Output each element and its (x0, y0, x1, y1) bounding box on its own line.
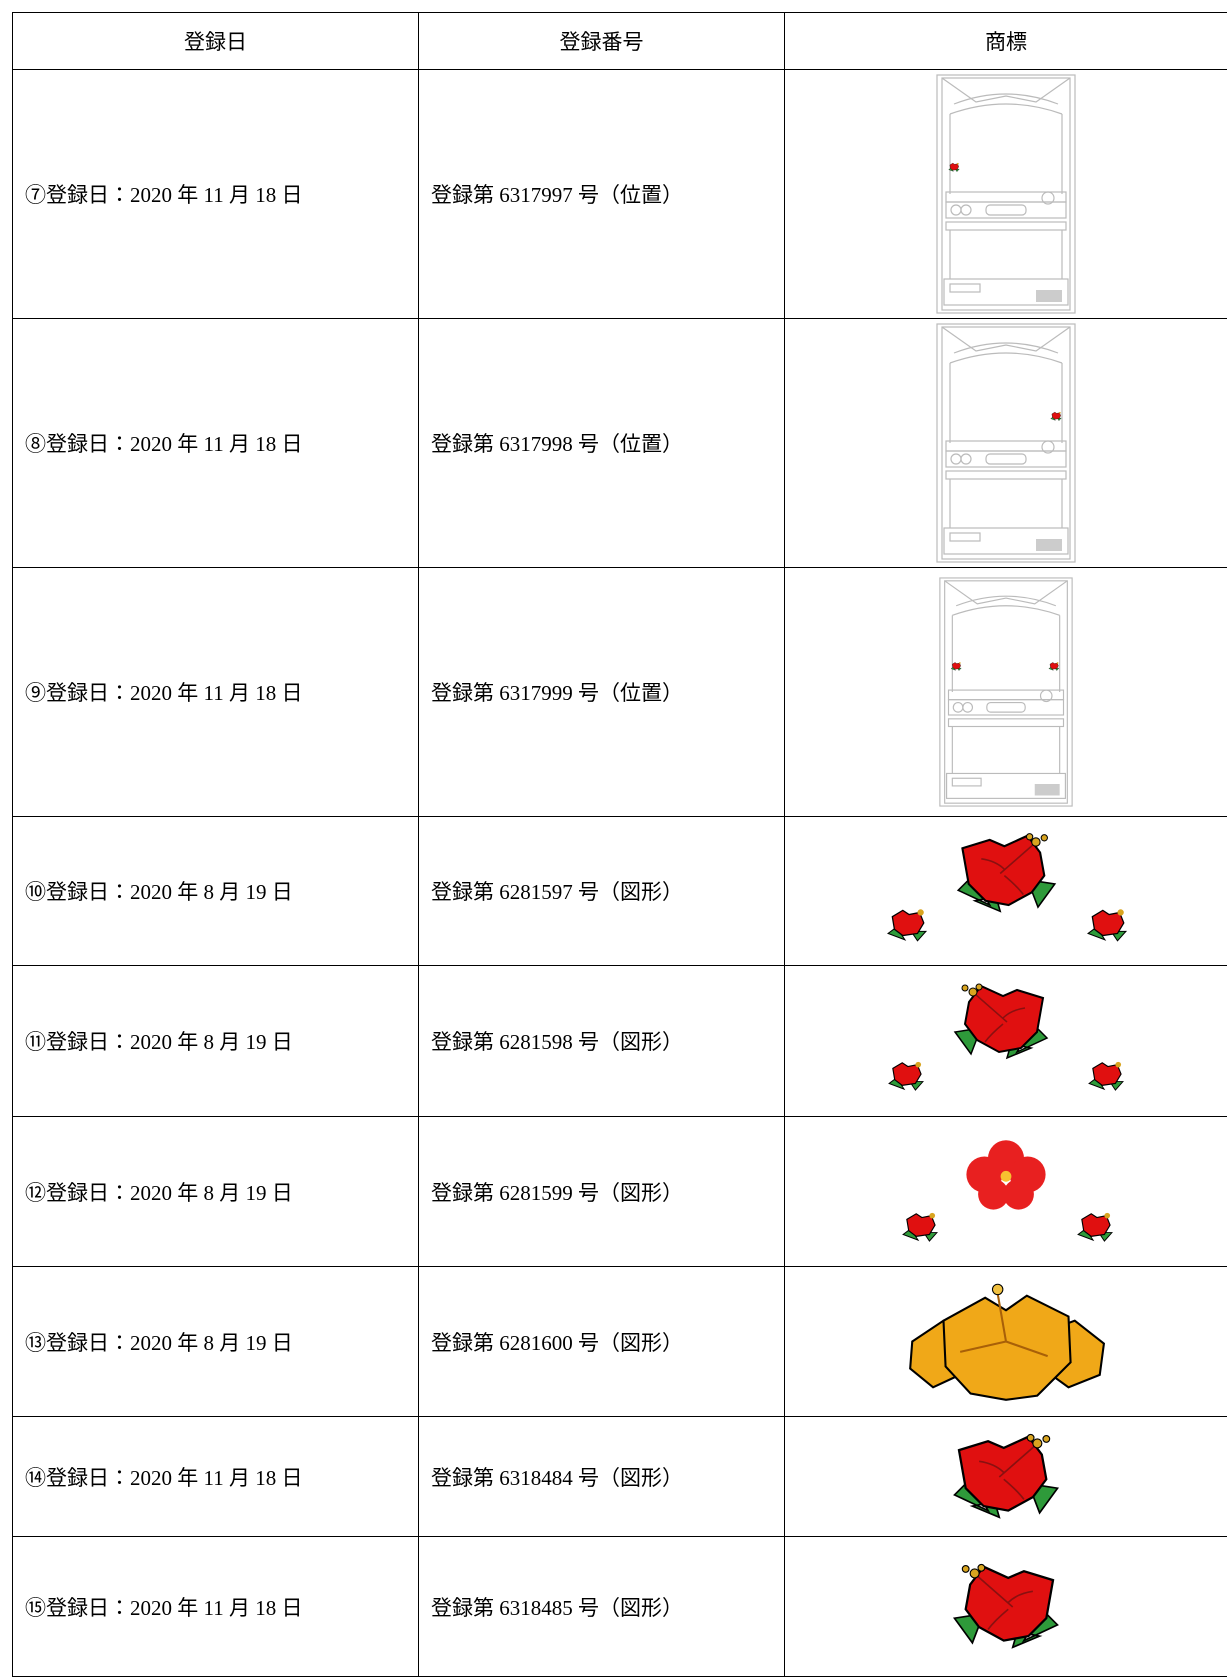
date-cell: ⑮登録日：2020 年 11 月 18 日 (13, 1537, 419, 1677)
number-cell: 登録第 6281599 号（図形） (419, 1117, 785, 1267)
number-cell: 登録第 6281597 号（図形） (419, 817, 785, 966)
date-cell: ⑫登録日：2020 年 8 月 19 日 (13, 1117, 419, 1267)
number-cell: 登録第 6318485 号（図形） (419, 1537, 785, 1677)
mark-cell (785, 568, 1227, 817)
mark-cell (785, 817, 1227, 966)
header-row: 登録日 登録番号 商標 (13, 13, 1227, 70)
mark-cell (785, 966, 1227, 1117)
mark-cell (785, 1537, 1227, 1677)
date-cell: ⑪登録日：2020 年 8 月 19 日 (13, 966, 419, 1117)
row: ⑮登録日：2020 年 11 月 18 日 登録第 6318485 号（図形） (13, 1537, 1227, 1677)
trademark-image (936, 577, 1076, 807)
row: ⑬登録日：2020 年 8 月 19 日 登録第 6281600 号（図形） (13, 1267, 1227, 1417)
mark-cell (785, 319, 1227, 568)
row: ⑪登録日：2020 年 8 月 19 日 登録第 6281598 号（図形） (13, 966, 1227, 1117)
table-wrap: 登録日 登録番号 商標 ⑦登録日：2020 年 11 月 18 日 登録第 63… (12, 12, 1227, 1677)
date-cell: ⑨登録日：2020 年 11 月 18 日 (13, 568, 419, 817)
header-cell: 登録番号 (419, 13, 785, 70)
date-cell: ⑭登録日：2020 年 11 月 18 日 (13, 1417, 419, 1537)
number-cell: 登録第 6281600 号（図形） (419, 1267, 785, 1417)
trademark-image (901, 1279, 1111, 1404)
number-cell: 登録第 6318484 号（図形） (419, 1417, 785, 1537)
trademark-image (950, 1562, 1062, 1652)
row: ⑫登録日：2020 年 8 月 19 日 登録第 6281599 号（図形） (13, 1117, 1227, 1267)
mark-cell (785, 1417, 1227, 1537)
row: ⑭登録日：2020 年 11 月 18 日 登録第 6318484 号（図形） (13, 1417, 1227, 1537)
trademark-image (936, 323, 1076, 563)
number-cell: 登録第 6317999 号（位置） (419, 568, 785, 817)
row: ⑩登録日：2020 年 8 月 19 日 登録第 6281597 号（図形） (13, 817, 1227, 966)
row: ⑦登録日：2020 年 11 月 18 日 登録第 6317997 号（位置） (13, 70, 1227, 319)
trademark-image (876, 981, 1136, 1101)
row: ⑧登録日：2020 年 11 月 18 日 登録第 6317998 号（位置） (13, 319, 1227, 568)
mark-cell (785, 1267, 1227, 1417)
number-cell: 登録第 6281598 号（図形） (419, 966, 785, 1117)
trademark-image (876, 831, 1136, 951)
trademark-table: 登録日 登録番号 商標 ⑦登録日：2020 年 11 月 18 日 登録第 63… (12, 12, 1227, 1677)
number-cell: 登録第 6317997 号（位置） (419, 70, 785, 319)
date-cell: ⑬登録日：2020 年 8 月 19 日 (13, 1267, 419, 1417)
mark-cell (785, 1117, 1227, 1267)
date-cell: ⑩登録日：2020 年 8 月 19 日 (13, 817, 419, 966)
date-cell: ⑧登録日：2020 年 11 月 18 日 (13, 319, 419, 568)
trademark-image (936, 74, 1076, 314)
trademark-image (950, 1432, 1062, 1522)
header-cell: 商標 (785, 13, 1227, 70)
mark-cell (785, 70, 1227, 319)
row: ⑨登録日：2020 年 11 月 18 日 登録第 6317999 号（位置） (13, 568, 1227, 817)
trademark-image (891, 1132, 1121, 1252)
header-cell: 登録日 (13, 13, 419, 70)
date-cell: ⑦登録日：2020 年 11 月 18 日 (13, 70, 419, 319)
number-cell: 登録第 6317998 号（位置） (419, 319, 785, 568)
